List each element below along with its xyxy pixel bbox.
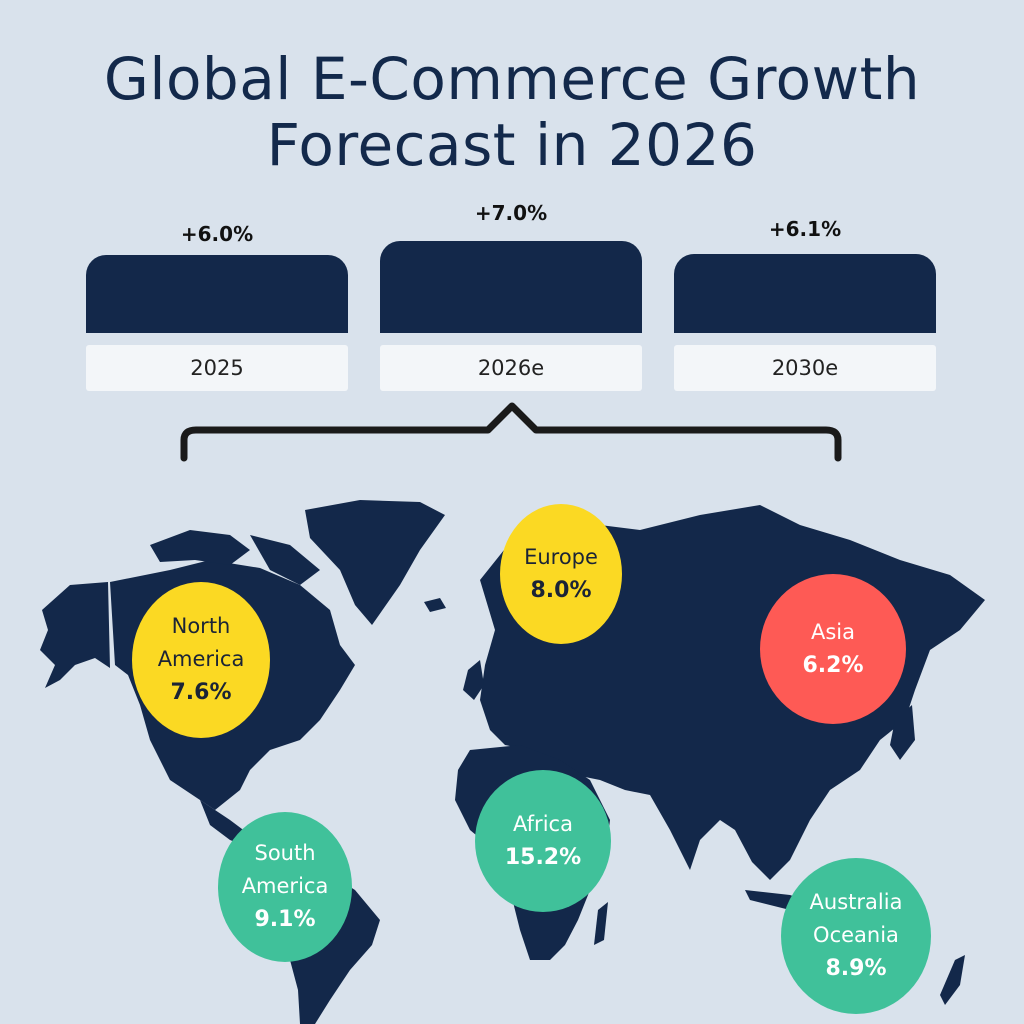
region-north-america: North America 7.6% xyxy=(132,582,270,738)
region-name: Africa xyxy=(513,811,573,836)
bar-2025: +6.0% 2025 xyxy=(86,0,348,400)
region-name: Oceania xyxy=(813,923,899,947)
region-name: Asia xyxy=(810,619,855,644)
bar-2030e: +6.1% 2030e xyxy=(674,0,936,400)
bar-value: +6.0% xyxy=(180,222,254,246)
region-value: 8.9% xyxy=(825,956,887,981)
region-name: America xyxy=(157,647,245,671)
region-name: Europe xyxy=(524,544,598,569)
bar-label: 2026e xyxy=(380,345,642,391)
region-australia-oceania: Australia Oceania 8.9% xyxy=(781,858,931,1014)
region-value: 7.6% xyxy=(170,680,232,705)
bar-value: +7.0% xyxy=(474,201,548,225)
title-line-1: Global E-Commerce Growth xyxy=(103,45,921,113)
region-asia: Asia 6.2% xyxy=(760,574,906,724)
region-south-america: South America 9.1% xyxy=(218,812,352,962)
bar-value: +6.1% xyxy=(768,217,842,241)
region-value: 15.2% xyxy=(504,844,582,870)
region-europe: Europe 8.0% xyxy=(500,504,622,644)
bar-2026e: +7.0% 2026e xyxy=(380,0,642,400)
region-value: 8.0% xyxy=(530,577,592,603)
region-name: America xyxy=(241,874,329,898)
region-name: North xyxy=(171,614,231,638)
bar-label: 2030e xyxy=(674,345,936,391)
region-value: 6.2% xyxy=(802,652,864,678)
bar-shape xyxy=(674,254,936,333)
region-name: South xyxy=(254,841,316,865)
curly-brace-icon xyxy=(180,402,842,462)
region-name: Australia xyxy=(809,890,903,914)
region-africa: Africa 15.2% xyxy=(475,770,611,912)
page-title: Global E-Commerce Growth Forecast in 202… xyxy=(0,46,1024,178)
region-value: 9.1% xyxy=(254,907,316,932)
bar-shape xyxy=(380,241,642,333)
title-line-2: Forecast in 2026 xyxy=(266,111,758,179)
bar-shape xyxy=(86,255,348,333)
bar-label: 2025 xyxy=(86,345,348,391)
